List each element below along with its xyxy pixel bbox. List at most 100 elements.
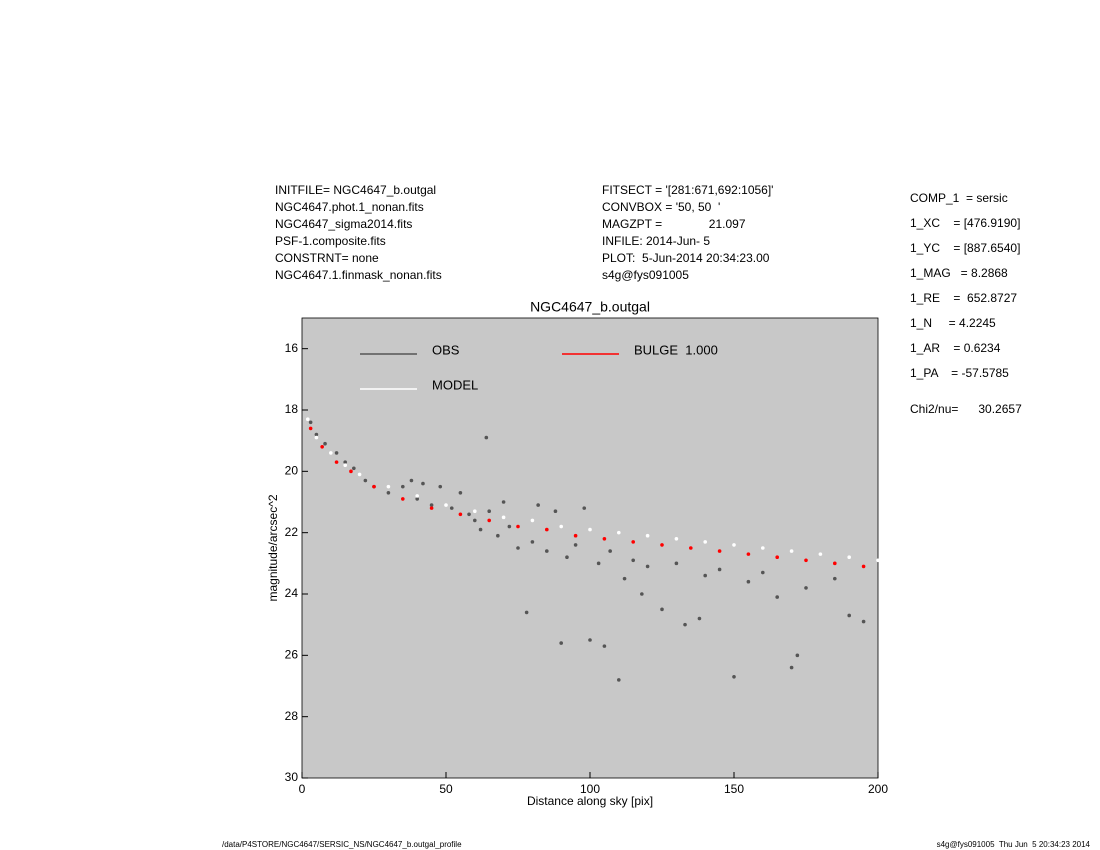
y-tick-label: 22 (285, 525, 299, 539)
point (660, 543, 664, 547)
fit-parameter: 1_XC = [476.9190] (910, 216, 1020, 230)
point (473, 518, 477, 523)
fit-parameter: 1_PA = -57.5785 (910, 366, 1009, 380)
point (401, 497, 405, 501)
point (582, 506, 587, 510)
point (876, 558, 880, 563)
header-line: MAGZPT = 21.097 (602, 217, 746, 231)
point (775, 595, 779, 599)
point (429, 503, 434, 507)
header-line: NGC4647.phot.1_nonan.fits (275, 200, 424, 214)
x-tick-label: 200 (868, 782, 888, 796)
point (559, 641, 563, 645)
point (409, 478, 414, 483)
point (438, 484, 443, 489)
y-axis-label: magnitude/arcsec^2 (266, 494, 280, 601)
point (602, 644, 607, 648)
x-tick-label: 150 (724, 782, 744, 796)
point (357, 472, 362, 477)
point (343, 463, 348, 468)
point (732, 675, 736, 679)
y-tick-label: 18 (285, 402, 299, 416)
point (746, 552, 751, 556)
point (305, 417, 310, 422)
point (449, 506, 454, 510)
point (458, 491, 463, 495)
point (631, 558, 635, 563)
point (674, 537, 679, 541)
point (314, 435, 319, 440)
header-line: INFILE: 2014-Jun- 5 (602, 234, 710, 248)
point (697, 616, 702, 621)
point (717, 567, 722, 572)
y-tick-label: 28 (285, 709, 299, 723)
point (487, 518, 492, 523)
point (861, 619, 866, 624)
point (703, 573, 707, 578)
header-line: CONSTRNT= none (275, 251, 379, 265)
point (645, 564, 650, 569)
point (308, 420, 313, 425)
point (631, 540, 635, 544)
point (818, 552, 823, 556)
point (689, 546, 693, 550)
point (386, 491, 391, 495)
point (732, 543, 736, 547)
point (530, 518, 535, 523)
point (559, 524, 563, 529)
point (323, 441, 327, 446)
point (789, 665, 794, 670)
point (683, 622, 687, 627)
point (421, 481, 425, 486)
point (545, 549, 549, 553)
point (343, 460, 348, 464)
point (386, 484, 391, 489)
point (530, 540, 535, 544)
point (487, 509, 492, 513)
point (545, 527, 549, 532)
point (484, 435, 489, 440)
fit-parameter: 1_N = 4.2245 (910, 316, 996, 330)
header-line: PSF-1.composite.fits (275, 234, 386, 248)
point (334, 460, 339, 464)
point (588, 638, 592, 642)
point (645, 533, 650, 538)
fit-parameter: 1_AR = 0.6234 (910, 341, 1001, 355)
x-tick-label: 0 (299, 782, 306, 796)
point (717, 549, 722, 553)
header-line: NGC4647_sigma2014.fits (275, 217, 412, 231)
chi-square: Chi2/nu= 30.2657 (910, 402, 1022, 416)
point (501, 515, 506, 520)
point (372, 484, 376, 489)
point (775, 555, 779, 559)
x-tick-label: 100 (580, 782, 600, 796)
point (553, 509, 558, 513)
point (573, 533, 578, 538)
point (761, 570, 765, 575)
point (320, 445, 324, 449)
fit-parameter: COMP_1 = sersic (910, 191, 1008, 205)
point (429, 506, 434, 510)
point (308, 426, 313, 431)
point (565, 555, 569, 559)
point (573, 543, 578, 547)
plot-area (301, 317, 879, 779)
point (861, 564, 866, 569)
point (415, 494, 420, 498)
header-line: INITFILE= NGC4647_b.outgal (275, 183, 436, 197)
header-line: NGC4647.1.finmask_nonan.fits (275, 268, 442, 282)
point (847, 613, 851, 618)
point (352, 466, 356, 471)
chart-title: NGC4647_b.outgal (530, 299, 650, 315)
legend-label: MODEL (432, 377, 478, 392)
point (588, 527, 592, 532)
point (496, 533, 500, 538)
legend-label: BULGE 1.000 (634, 342, 718, 357)
point (363, 478, 368, 483)
point (334, 451, 339, 455)
point (640, 592, 644, 596)
y-tick-label: 24 (285, 586, 299, 600)
point (847, 555, 851, 559)
y-tick-label: 26 (285, 648, 299, 662)
